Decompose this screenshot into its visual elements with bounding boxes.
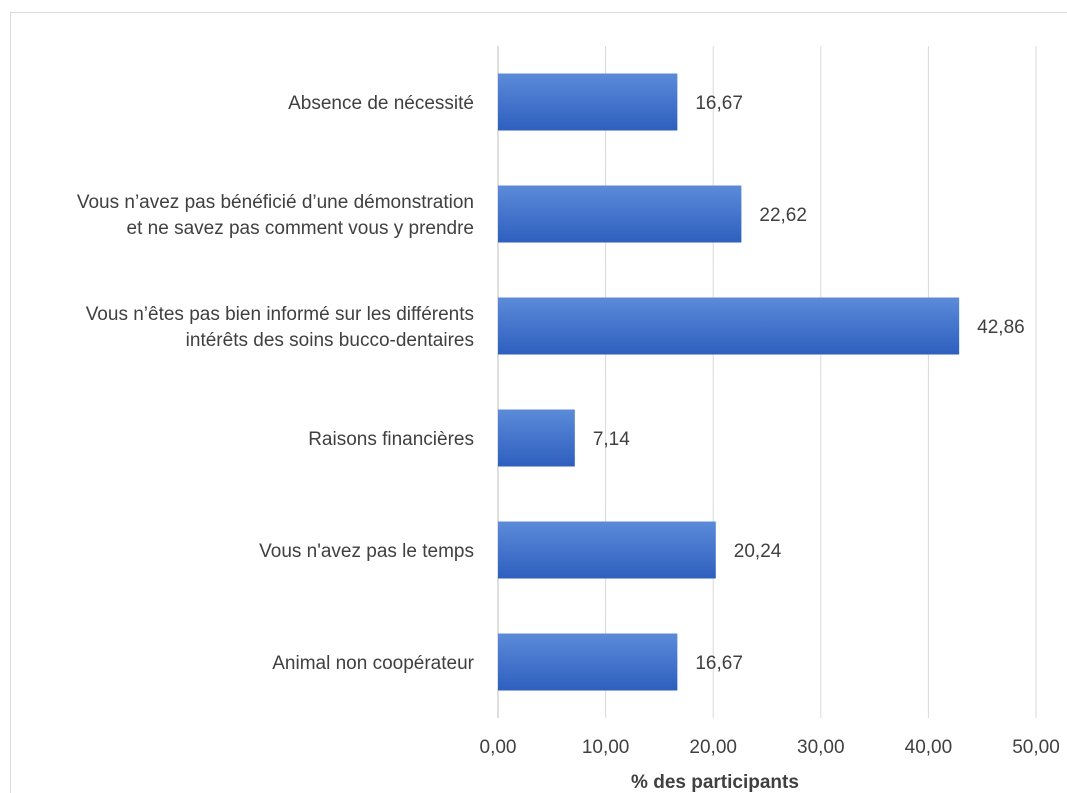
x-tick-label: 30,00 bbox=[797, 737, 845, 758]
x-tick-label: 0,00 bbox=[480, 737, 517, 758]
bar bbox=[498, 185, 742, 243]
x-axis-title: % des participants bbox=[631, 772, 799, 793]
category-label: Vous n’avez pas bénéficié d’une démonstr… bbox=[77, 192, 474, 239]
category-label-line: intérêts des soins bucco-dentaires bbox=[186, 330, 474, 351]
data-label: 42,86 bbox=[977, 317, 1025, 338]
x-tick-label: 10,00 bbox=[582, 737, 630, 758]
bar bbox=[498, 521, 716, 579]
category-label-line: Vous n'avez pas le temps bbox=[259, 541, 474, 562]
x-tick-labels: 0,00 10,00 20,00 30,00 40,00 50,00 bbox=[480, 737, 1060, 758]
data-label: 22,62 bbox=[759, 205, 807, 226]
data-label: 16,67 bbox=[695, 93, 743, 114]
category-label-line: Animal non coopérateur bbox=[272, 653, 474, 674]
x-tick-label: 40,00 bbox=[905, 737, 953, 758]
bars bbox=[498, 73, 960, 691]
x-tick-label: 50,00 bbox=[1012, 737, 1060, 758]
category-labels: Absence de nécessité Vous n’avez pas béné… bbox=[77, 93, 475, 674]
data-label: 7,14 bbox=[593, 429, 630, 450]
bar bbox=[498, 73, 678, 131]
data-label: 16,67 bbox=[695, 653, 743, 674]
gridlines bbox=[497, 46, 1037, 718]
category-label: Animal non coopérateur bbox=[272, 653, 474, 674]
category-label-line: et ne savez pas comment vous y prendre bbox=[127, 218, 474, 239]
category-label: Vous n’êtes pas bien informé sur les dif… bbox=[86, 304, 474, 351]
bar bbox=[498, 409, 575, 467]
bar bbox=[498, 633, 678, 691]
x-tick-label: 20,00 bbox=[689, 737, 737, 758]
chart-frame bbox=[10, 12, 1067, 793]
bar bbox=[498, 297, 960, 355]
category-label-line: Vous n’avez pas bénéficié d’une démonstr… bbox=[77, 192, 474, 213]
data-labels: 16,67 22,62 42,86 7,14 20,24 16,67 bbox=[593, 93, 1025, 674]
category-label-line: Vous n’êtes pas bien informé sur les dif… bbox=[86, 304, 474, 325]
category-label: Raisons financières bbox=[308, 429, 474, 450]
category-label: Vous n'avez pas le temps bbox=[259, 541, 474, 562]
category-label-line: Absence de nécessité bbox=[288, 93, 474, 114]
data-label: 20,24 bbox=[734, 541, 782, 562]
category-label: Absence de nécessité bbox=[288, 93, 474, 114]
category-label-line: Raisons financières bbox=[308, 429, 474, 450]
